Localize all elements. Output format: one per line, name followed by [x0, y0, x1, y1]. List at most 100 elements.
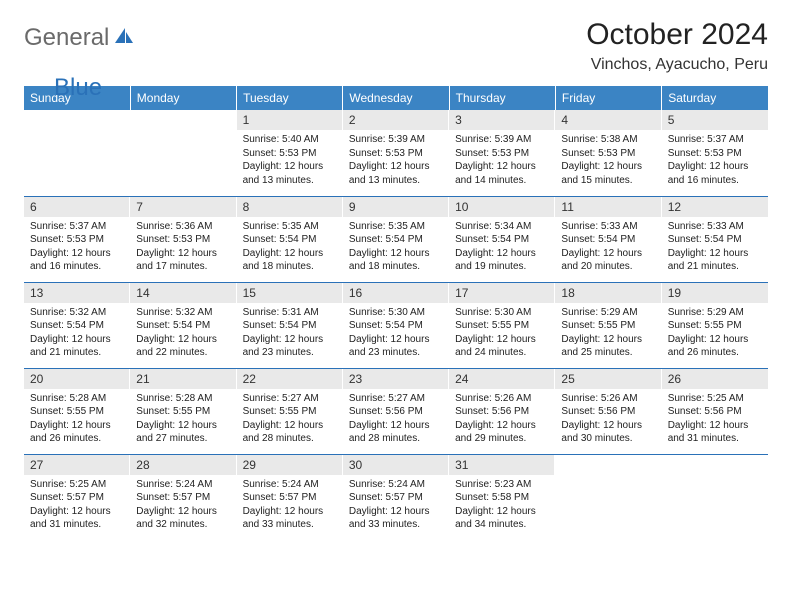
day-number: 10	[449, 197, 555, 217]
day-content: Sunrise: 5:40 AMSunset: 5:53 PMDaylight:…	[237, 130, 343, 187]
header: General October 2024 Vinchos, Ayacucho, …	[24, 18, 768, 74]
day-content: Sunrise: 5:32 AMSunset: 5:54 PMDaylight:…	[24, 303, 130, 360]
day-number	[130, 110, 236, 130]
calendar-day-cell: 8Sunrise: 5:35 AMSunset: 5:54 PMDaylight…	[237, 196, 343, 282]
calendar-day-cell: 31Sunrise: 5:23 AMSunset: 5:58 PMDayligh…	[449, 454, 555, 540]
location: Vinchos, Ayacucho, Peru	[586, 56, 768, 74]
logo: General	[24, 24, 137, 52]
day-number: 16	[343, 283, 449, 303]
calendar-day-cell: 15Sunrise: 5:31 AMSunset: 5:54 PMDayligh…	[237, 282, 343, 368]
calendar-day-cell: 7Sunrise: 5:36 AMSunset: 5:53 PMDaylight…	[130, 196, 236, 282]
day-number: 28	[130, 455, 236, 475]
day-number: 27	[24, 455, 130, 475]
day-number: 12	[662, 197, 768, 217]
calendar-day-cell	[24, 110, 130, 196]
day-content: Sunrise: 5:26 AMSunset: 5:56 PMDaylight:…	[449, 389, 555, 446]
day-content: Sunrise: 5:39 AMSunset: 5:53 PMDaylight:…	[343, 130, 449, 187]
day-number: 6	[24, 197, 130, 217]
day-content: Sunrise: 5:26 AMSunset: 5:56 PMDaylight:…	[555, 389, 661, 446]
day-number: 2	[343, 110, 449, 130]
day-number: 13	[24, 283, 130, 303]
day-of-week-header: Tuesday	[237, 86, 343, 110]
logo-text-general: General	[24, 24, 109, 52]
day-number: 25	[555, 369, 661, 389]
day-content: Sunrise: 5:25 AMSunset: 5:56 PMDaylight:…	[662, 389, 768, 446]
day-number: 9	[343, 197, 449, 217]
day-content: Sunrise: 5:32 AMSunset: 5:54 PMDaylight:…	[130, 303, 236, 360]
calendar-day-cell: 14Sunrise: 5:32 AMSunset: 5:54 PMDayligh…	[130, 282, 236, 368]
day-content: Sunrise: 5:28 AMSunset: 5:55 PMDaylight:…	[24, 389, 130, 446]
day-content: Sunrise: 5:28 AMSunset: 5:55 PMDaylight:…	[130, 389, 236, 446]
calendar-page: General October 2024 Vinchos, Ayacucho, …	[0, 0, 792, 540]
day-content: Sunrise: 5:33 AMSunset: 5:54 PMDaylight:…	[555, 217, 661, 274]
day-content: Sunrise: 5:33 AMSunset: 5:54 PMDaylight:…	[662, 217, 768, 274]
day-number: 1	[237, 110, 343, 130]
day-number: 29	[237, 455, 343, 475]
calendar-day-cell: 1Sunrise: 5:40 AMSunset: 5:53 PMDaylight…	[237, 110, 343, 196]
calendar-day-cell: 5Sunrise: 5:37 AMSunset: 5:53 PMDaylight…	[662, 110, 768, 196]
day-number: 23	[343, 369, 449, 389]
day-of-week-header: Thursday	[449, 86, 555, 110]
day-content: Sunrise: 5:31 AMSunset: 5:54 PMDaylight:…	[237, 303, 343, 360]
calendar-day-cell: 16Sunrise: 5:30 AMSunset: 5:54 PMDayligh…	[343, 282, 449, 368]
calendar-day-cell: 3Sunrise: 5:39 AMSunset: 5:53 PMDaylight…	[449, 110, 555, 196]
calendar-day-cell: 2Sunrise: 5:39 AMSunset: 5:53 PMDaylight…	[343, 110, 449, 196]
calendar-week-row: 6Sunrise: 5:37 AMSunset: 5:53 PMDaylight…	[24, 196, 768, 282]
day-content: Sunrise: 5:27 AMSunset: 5:56 PMDaylight:…	[343, 389, 449, 446]
day-content: Sunrise: 5:25 AMSunset: 5:57 PMDaylight:…	[24, 475, 130, 532]
day-content: Sunrise: 5:37 AMSunset: 5:53 PMDaylight:…	[662, 130, 768, 187]
day-content: Sunrise: 5:39 AMSunset: 5:53 PMDaylight:…	[449, 130, 555, 187]
calendar-day-cell: 27Sunrise: 5:25 AMSunset: 5:57 PMDayligh…	[24, 454, 130, 540]
day-number: 14	[130, 283, 236, 303]
day-number: 22	[237, 369, 343, 389]
calendar-day-cell: 9Sunrise: 5:35 AMSunset: 5:54 PMDaylight…	[343, 196, 449, 282]
calendar-day-cell: 30Sunrise: 5:24 AMSunset: 5:57 PMDayligh…	[343, 454, 449, 540]
day-content: Sunrise: 5:29 AMSunset: 5:55 PMDaylight:…	[662, 303, 768, 360]
day-content: Sunrise: 5:30 AMSunset: 5:55 PMDaylight:…	[449, 303, 555, 360]
day-number: 4	[555, 110, 661, 130]
calendar-day-cell: 12Sunrise: 5:33 AMSunset: 5:54 PMDayligh…	[662, 196, 768, 282]
calendar-body: 1Sunrise: 5:40 AMSunset: 5:53 PMDaylight…	[24, 110, 768, 540]
calendar-day-cell: 18Sunrise: 5:29 AMSunset: 5:55 PMDayligh…	[555, 282, 661, 368]
calendar-week-row: 1Sunrise: 5:40 AMSunset: 5:53 PMDaylight…	[24, 110, 768, 196]
day-content: Sunrise: 5:27 AMSunset: 5:55 PMDaylight:…	[237, 389, 343, 446]
day-of-week-header: Friday	[555, 86, 661, 110]
day-number: 7	[130, 197, 236, 217]
calendar-week-row: 27Sunrise: 5:25 AMSunset: 5:57 PMDayligh…	[24, 454, 768, 540]
day-content: Sunrise: 5:34 AMSunset: 5:54 PMDaylight:…	[449, 217, 555, 274]
calendar-day-cell: 21Sunrise: 5:28 AMSunset: 5:55 PMDayligh…	[130, 368, 236, 454]
calendar-table: SundayMondayTuesdayWednesdayThursdayFrid…	[24, 86, 768, 540]
day-content: Sunrise: 5:36 AMSunset: 5:53 PMDaylight:…	[130, 217, 236, 274]
calendar-day-cell: 25Sunrise: 5:26 AMSunset: 5:56 PMDayligh…	[555, 368, 661, 454]
day-content: Sunrise: 5:35 AMSunset: 5:54 PMDaylight:…	[237, 217, 343, 274]
calendar-day-cell: 20Sunrise: 5:28 AMSunset: 5:55 PMDayligh…	[24, 368, 130, 454]
calendar-day-cell: 6Sunrise: 5:37 AMSunset: 5:53 PMDaylight…	[24, 196, 130, 282]
day-number: 19	[662, 283, 768, 303]
day-number: 8	[237, 197, 343, 217]
calendar-day-cell: 17Sunrise: 5:30 AMSunset: 5:55 PMDayligh…	[449, 282, 555, 368]
day-content: Sunrise: 5:24 AMSunset: 5:57 PMDaylight:…	[343, 475, 449, 532]
day-number: 21	[130, 369, 236, 389]
logo-text-blue: Blue	[54, 74, 102, 102]
day-number: 24	[449, 369, 555, 389]
day-content: Sunrise: 5:29 AMSunset: 5:55 PMDaylight:…	[555, 303, 661, 360]
calendar-day-cell: 4Sunrise: 5:38 AMSunset: 5:53 PMDaylight…	[555, 110, 661, 196]
day-content: Sunrise: 5:24 AMSunset: 5:57 PMDaylight:…	[130, 475, 236, 532]
day-number: 26	[662, 369, 768, 389]
day-number: 18	[555, 283, 661, 303]
day-number: 31	[449, 455, 555, 475]
calendar-day-cell: 11Sunrise: 5:33 AMSunset: 5:54 PMDayligh…	[555, 196, 661, 282]
day-number	[555, 455, 661, 475]
calendar-day-cell: 28Sunrise: 5:24 AMSunset: 5:57 PMDayligh…	[130, 454, 236, 540]
calendar-day-cell: 24Sunrise: 5:26 AMSunset: 5:56 PMDayligh…	[449, 368, 555, 454]
calendar-day-cell: 10Sunrise: 5:34 AMSunset: 5:54 PMDayligh…	[449, 196, 555, 282]
day-number: 20	[24, 369, 130, 389]
day-content: Sunrise: 5:37 AMSunset: 5:53 PMDaylight:…	[24, 217, 130, 274]
calendar-week-row: 13Sunrise: 5:32 AMSunset: 5:54 PMDayligh…	[24, 282, 768, 368]
day-of-week-header: Wednesday	[343, 86, 449, 110]
day-number: 5	[662, 110, 768, 130]
day-number	[24, 110, 130, 130]
title-block: October 2024 Vinchos, Ayacucho, Peru	[586, 18, 768, 74]
day-content: Sunrise: 5:23 AMSunset: 5:58 PMDaylight:…	[449, 475, 555, 532]
calendar-day-cell: 23Sunrise: 5:27 AMSunset: 5:56 PMDayligh…	[343, 368, 449, 454]
